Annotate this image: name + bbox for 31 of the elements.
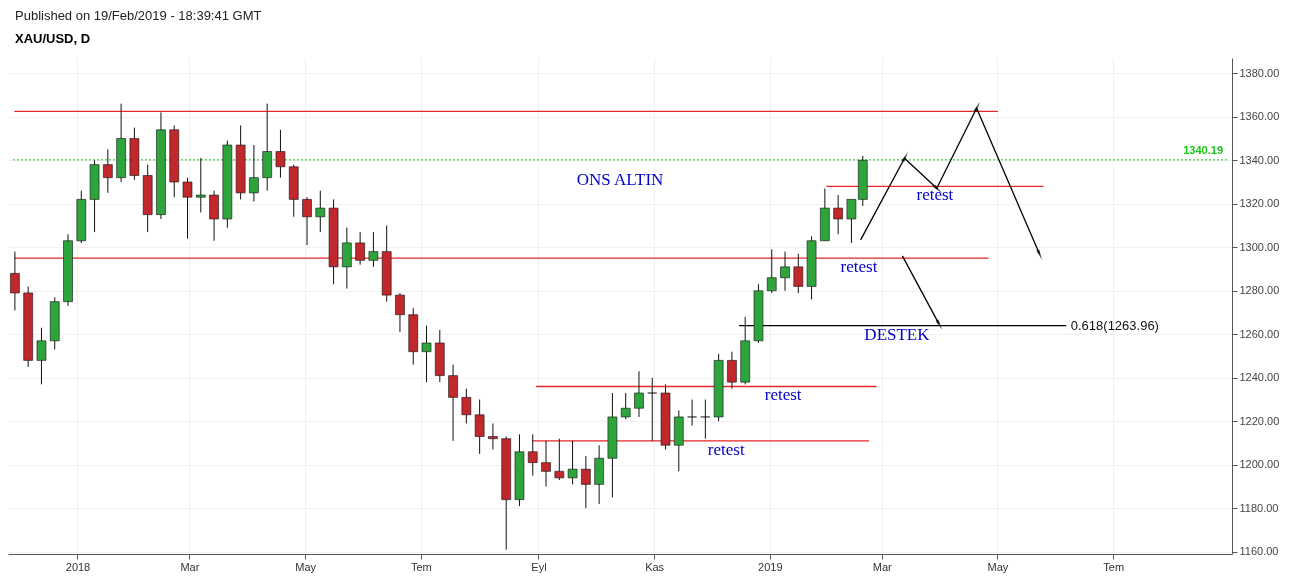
annotation: retest [840, 257, 878, 277]
y-tick-label: 1180.00 [1239, 501, 1279, 514]
annotation: ONS ALTIN [576, 169, 664, 189]
annotation: DESTEK [864, 324, 931, 344]
annotation: retest [764, 385, 802, 405]
x-tick-label: Eyl [531, 560, 547, 573]
y-tick-label: 1300.00 [1239, 240, 1280, 253]
y-tick-label: 1160.00 [1239, 545, 1279, 558]
x-tick-label: Mar [180, 560, 200, 573]
text: Published on 19/Feb/2019 - 18:39:41 GMT [14, 7, 263, 25]
y-tick-label: 1280.00 [1239, 284, 1280, 297]
annotation: retest [707, 439, 745, 459]
annotation: 0.618(1263.96) [1070, 317, 1159, 333]
y-tick-label: 1240.00 [1239, 371, 1280, 384]
x-tick-label: Tem [1103, 560, 1125, 573]
x-tick-label: 2019 [758, 560, 783, 573]
y-tick-label: 1220.00 [1239, 414, 1280, 427]
x-tick-label: May [295, 560, 317, 573]
y-tick-label: 1340.00 [1239, 153, 1280, 166]
y-tick-label: 1260.00 [1239, 327, 1280, 340]
x-tick-label: Kas [645, 560, 665, 573]
y-tick-label: 1200.00 [1239, 458, 1280, 471]
x-tick-label: Tem [410, 560, 432, 573]
y-tick-label: 1320.00 [1239, 197, 1280, 210]
ref-line-label: 1340.19 [1183, 143, 1223, 156]
x-tick-label: 2018 [65, 560, 91, 573]
x-tick-label: May [987, 560, 1009, 573]
y-tick-label: 1360.00 [1239, 110, 1280, 123]
chart-title: XAU/USD, D [15, 31, 91, 46]
x-tick-label: Mar [872, 560, 893, 573]
y-tick-label: 1380.00 [1239, 66, 1280, 79]
